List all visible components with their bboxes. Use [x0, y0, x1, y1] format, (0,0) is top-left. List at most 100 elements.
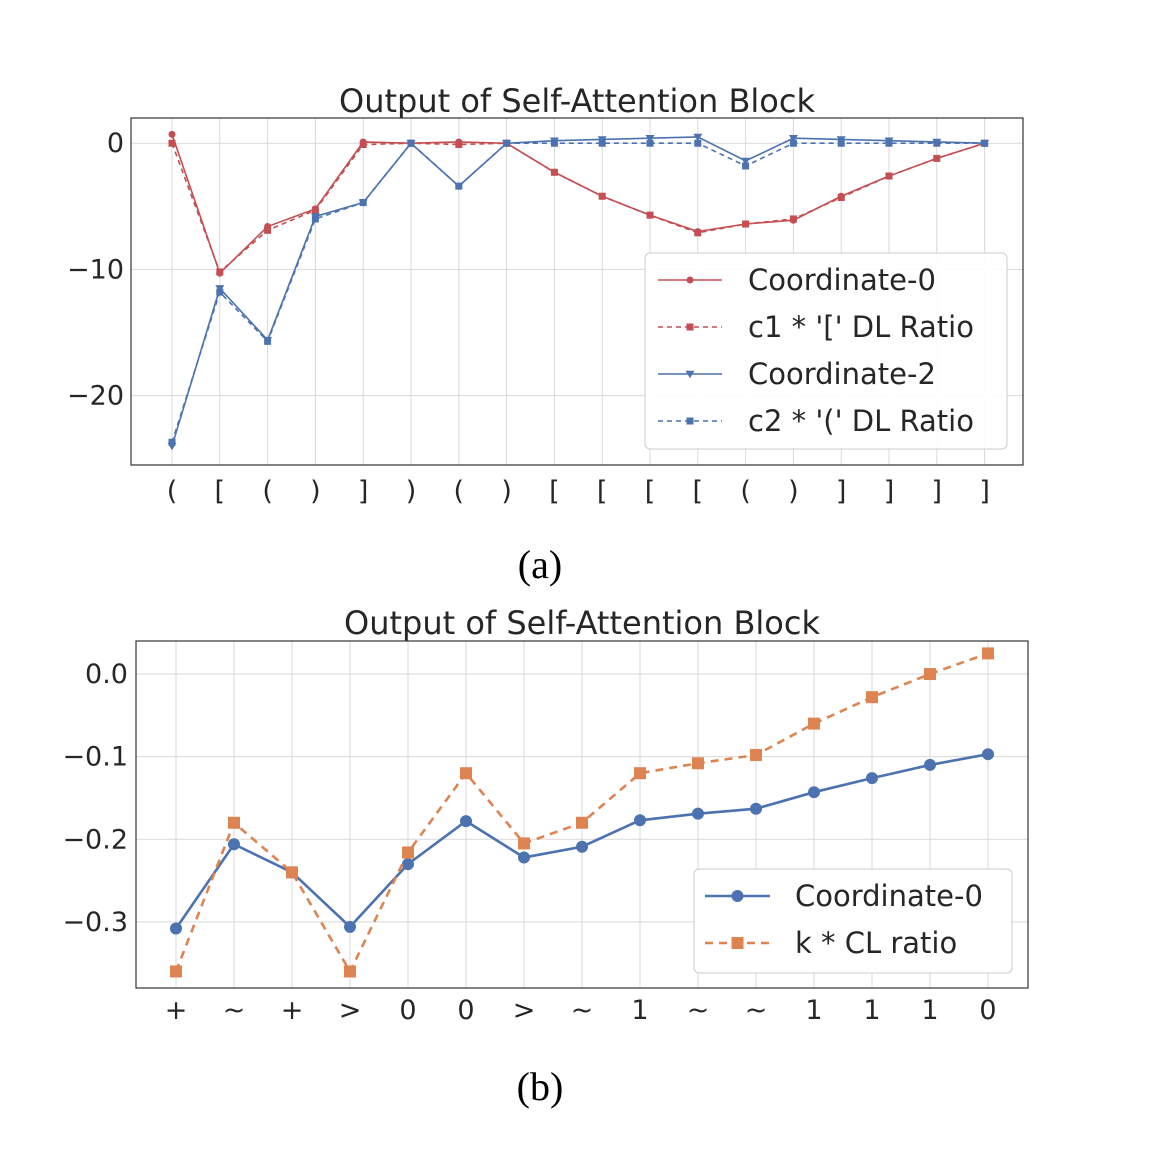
x-tick-label: ~ [571, 995, 594, 1026]
data-point-coordinate-2 [741, 157, 751, 166]
chart-a: Output of Self-Attention Block ([()]) () [… [67, 82, 1024, 587]
x-tick-label: [ [693, 476, 704, 507]
data-point-coordinate-0 [924, 758, 936, 771]
data-point-k-cl-ratio [634, 767, 646, 780]
data-point-coordinate-2 [693, 133, 703, 142]
data-point-k-cl-ratio [286, 866, 298, 879]
legend-marker-coordinate-0 [686, 276, 694, 284]
data-point-coordinate-2 [597, 136, 607, 144]
chart-b-plot-frame [135, 640, 1029, 989]
legend-label-coordinate-0: Coordinate-0 [748, 263, 936, 297]
series-line-coordinate-0 [171, 134, 985, 275]
data-point-c1-dl-ratio [168, 139, 176, 147]
data-point-k-cl-ratio [170, 965, 182, 978]
x-tick-label: ( [740, 476, 751, 507]
x-tick-label: 1 [921, 995, 938, 1026]
data-point-c2-dl-ratio [216, 288, 224, 296]
data-point-coordinate-0 [402, 858, 414, 871]
x-tick-label: + [165, 995, 188, 1026]
x-tick-label: ) [406, 476, 417, 507]
x-tick-label: [ [549, 476, 560, 507]
y-tick-label: −0.1 [62, 742, 128, 773]
series-c1-dl-ratio [168, 139, 989, 276]
data-point-coordinate-0 [170, 922, 182, 935]
data-point-k-cl-ratio [866, 691, 878, 704]
data-point-coordinate-0 [634, 814, 646, 827]
data-point-c2-dl-ratio [694, 139, 702, 147]
x-tick-label: ] [358, 476, 369, 507]
chart-a-legend: Coordinate-0 c1 * '[' DL Ratio Coordinate-… [644, 252, 1008, 450]
y-tick-label: −0.3 [62, 907, 128, 938]
data-point-c2-dl-ratio [455, 182, 463, 190]
data-point-coordinate-0 [344, 920, 356, 933]
data-point-c2-dl-ratio [168, 438, 176, 446]
data-point-k-cl-ratio [228, 816, 240, 829]
data-point-k-cl-ratio [460, 767, 472, 780]
chart-a-title: Output of Self-Attention Block [339, 82, 815, 120]
chart-b-caption: (b) [517, 1064, 564, 1109]
x-tick-label: ~ [687, 995, 710, 1026]
x-tick-label: ) [501, 476, 512, 507]
y-tick-label: −20 [67, 381, 124, 412]
data-point-c2-dl-ratio [550, 139, 558, 147]
legend-label-c1-dl-ratio: c1 * '[' DL Ratio [748, 310, 974, 344]
chart-a-x-tick-labels: ([()]) () [[[[()]]]] [167, 476, 990, 507]
x-tick-label: > [513, 995, 536, 1026]
data-point-coordinate-0 [518, 851, 530, 864]
x-tick-label: ] [979, 476, 990, 507]
x-tick-label: 0 [979, 995, 996, 1026]
data-point-c1-dl-ratio [933, 154, 941, 162]
x-tick-label: [ [645, 476, 656, 507]
data-point-c2-dl-ratio [598, 139, 606, 147]
data-point-coordinate-0 [460, 815, 472, 828]
data-point-coordinate-0 [750, 802, 762, 815]
x-tick-label: [ [597, 476, 608, 507]
data-point-c1-dl-ratio [311, 206, 319, 214]
data-point-c2-dl-ratio [837, 139, 845, 147]
chart-b-x-tick-labels: + ~ + >0 0 > ~1 ~ ~1 1 1 0 [165, 995, 997, 1026]
series-line-coordinate-2 [171, 136, 985, 447]
x-tick-label: ] [836, 476, 847, 507]
chart-b-series-layer [170, 647, 994, 978]
x-tick-label: ) [788, 476, 799, 507]
data-point-coordinate-2 [215, 285, 225, 293]
data-point-coordinate-0 [982, 748, 994, 761]
data-point-c2-dl-ratio [503, 139, 511, 147]
data-point-c1-dl-ratio [598, 192, 606, 200]
data-point-c2-dl-ratio [359, 199, 367, 207]
data-point-c1-dl-ratio [455, 140, 463, 148]
data-point-k-cl-ratio [750, 749, 762, 762]
legend-label-c2-dl-ratio: c2 * '(' DL Ratio [748, 404, 974, 438]
x-tick-label: ] [884, 476, 895, 507]
data-point-c1-dl-ratio [742, 220, 750, 228]
chart-a-plot-frame [130, 117, 1024, 466]
x-tick-label: ] [932, 476, 943, 507]
x-tick-label: ~ [745, 995, 768, 1026]
data-point-c2-dl-ratio [264, 337, 272, 345]
data-point-coordinate-0 [692, 807, 704, 820]
x-tick-label: > [339, 995, 362, 1026]
data-point-k-cl-ratio [808, 717, 820, 730]
data-point-k-cl-ratio [982, 647, 994, 660]
y-tick-label: 0.0 [85, 659, 128, 690]
series-k-cl-ratio [170, 647, 994, 978]
y-tick-label: 0 [107, 128, 124, 159]
data-point-c1-dl-ratio [885, 172, 893, 180]
data-point-coordinate-0 [576, 840, 588, 853]
data-point-coordinate-0 [228, 838, 240, 851]
data-point-c2-dl-ratio [933, 139, 941, 147]
chart-b-y-tick-labels: 0.0 −0.1 −0.2 −0.3 [62, 659, 128, 938]
x-tick-label: ~ [223, 995, 246, 1026]
x-tick-label: + [281, 995, 304, 1026]
legend-marker-coordinate-2 [685, 370, 695, 379]
data-point-c2-dl-ratio [789, 139, 797, 147]
data-point-c1-dl-ratio [359, 140, 367, 148]
data-point-c2-dl-ratio [311, 215, 319, 223]
legend-marker-c1-dl-ratio [686, 323, 694, 331]
data-point-c1-dl-ratio [646, 211, 654, 219]
chart-a-series-layer [167, 130, 990, 451]
x-tick-label: [ [215, 476, 226, 507]
data-point-k-cl-ratio [518, 837, 530, 850]
x-tick-label: ) [310, 476, 321, 507]
